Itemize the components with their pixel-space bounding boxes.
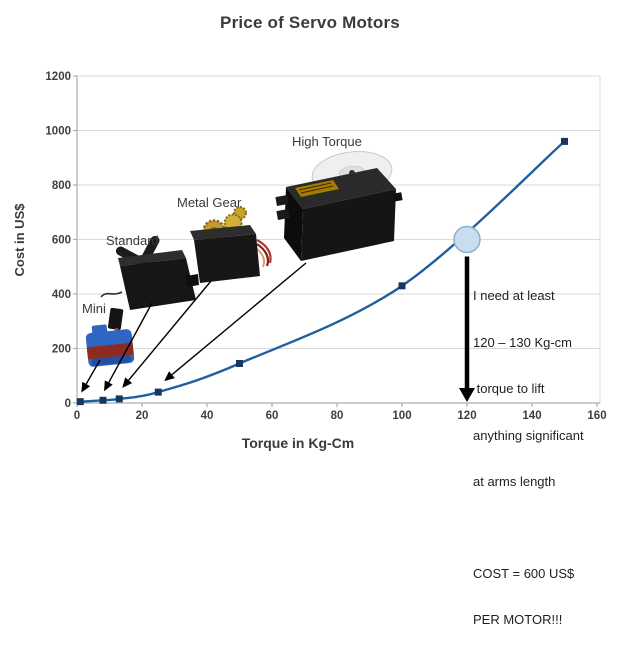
standard-servo-wire [100, 291, 123, 298]
label-standard-servo: Standard [106, 233, 159, 248]
mini-servo-connector [107, 307, 124, 330]
note-line: torque to lift [473, 381, 545, 396]
data-point-marker [99, 396, 107, 404]
mini-servo-band [86, 342, 134, 360]
metal-gear-wire-3 [255, 247, 266, 268]
x-tick-label: 160 [587, 410, 606, 422]
high-torque-label-plate [295, 180, 339, 197]
x-axis-title: Torque in Kg-Cm [241, 435, 355, 451]
x-tick-label: 140 [522, 410, 541, 422]
note-line: anything significant [473, 427, 584, 443]
highlight-circle [453, 225, 481, 254]
data-point-marker [398, 282, 406, 290]
callout-arrow-mini-head [81, 381, 91, 393]
metal-gear-servo-top [190, 225, 256, 240]
high-torque-servo-image [275, 151, 403, 261]
x-tick-label: 0 [74, 410, 80, 422]
high-torque-top [286, 168, 396, 209]
y-axis-title: Cost in US$ [12, 203, 27, 277]
metal-gear-wire-1 [256, 239, 272, 264]
metal-gear-servo-body [194, 234, 260, 283]
y-tick-label: 0 [65, 398, 71, 410]
standard-servo-flange [186, 274, 199, 287]
cost-pointer-arrow-head [459, 388, 475, 402]
high-torque-front-face [301, 189, 396, 261]
y-tick-label: 400 [52, 289, 71, 301]
label-line [298, 182, 332, 191]
high-torque-tab-2 [276, 209, 290, 220]
data-point-marker [154, 388, 162, 396]
data-point-marker [561, 137, 568, 145]
x-tick-label: 80 [331, 410, 344, 422]
callout-arrow-standard-head [104, 380, 113, 392]
label-high-torque-servo: High Torque [292, 134, 362, 149]
high-torque-shaft [392, 192, 403, 202]
high-torque-tab-1 [275, 195, 289, 206]
chart-title: Price of Servo Motors [220, 13, 400, 32]
x-tick-label: 100 [392, 410, 411, 422]
y-tick-label: 1000 [45, 126, 71, 138]
standard-servo-image [100, 235, 199, 310]
note-annotation: I need at least 120 – 130 Kg-cm torque t… [473, 257, 584, 659]
note-gap [473, 521, 584, 535]
high-torque-left-face [284, 187, 303, 261]
metal-gear-servo-image [190, 206, 272, 283]
mini-servo-base [91, 355, 132, 366]
note-line: I need at least [473, 288, 555, 303]
chart-svg: 0 20 40 60 80 100 120 140 160 0 200 400 600 800 1000 12… [45, 71, 606, 422]
cost-note-line: COST = 600 US$ [473, 565, 575, 581]
y-tick-label: 1200 [45, 71, 71, 83]
data-point-marker [236, 359, 243, 367]
label-mini-servo: Mini [82, 301, 106, 316]
label-metal-gear-servo: Metal Gear [177, 195, 242, 210]
metal-gear-wire-2 [256, 243, 270, 267]
callout-arrow-metal-gear [128, 280, 212, 381]
data-point-marker [76, 398, 84, 406]
standard-servo-body [120, 258, 196, 310]
label-line [300, 185, 334, 194]
callout-arrow-high-torque [171, 262, 307, 376]
callout-arrow-metal-gear-head [122, 377, 133, 388]
standard-servo-top [118, 250, 186, 266]
x-tick-label: 20 [136, 410, 149, 422]
callout-arrow-mini [85, 359, 101, 385]
callout-arrow-high-torque-head [164, 371, 175, 382]
x-tick-label: 120 [457, 410, 476, 422]
x-tick-label: 40 [201, 410, 214, 422]
note-line: at arms length [473, 474, 556, 489]
y-tick-label: 200 [52, 344, 71, 356]
data-point-marker [115, 395, 123, 403]
plot-layer [76, 137, 568, 406]
cost-note-line: PER MOTOR!!! [473, 612, 563, 627]
chart-canvas: 0 20 40 60 80 100 120 140 160 0 200 400 600 800 1000 12… [12, 13, 607, 627]
grid-layer: 0 20 40 60 80 100 120 140 160 0 200 400 600 800 1000 12… [45, 71, 606, 422]
callout-arrow-standard [108, 302, 153, 383]
y-tick-label: 800 [52, 180, 71, 192]
note-line: 120 – 130 Kg-cm [473, 334, 573, 350]
y-tick-label: 600 [52, 235, 71, 247]
servo-images-layer [85, 151, 403, 367]
x-tick-label: 60 [266, 410, 279, 422]
